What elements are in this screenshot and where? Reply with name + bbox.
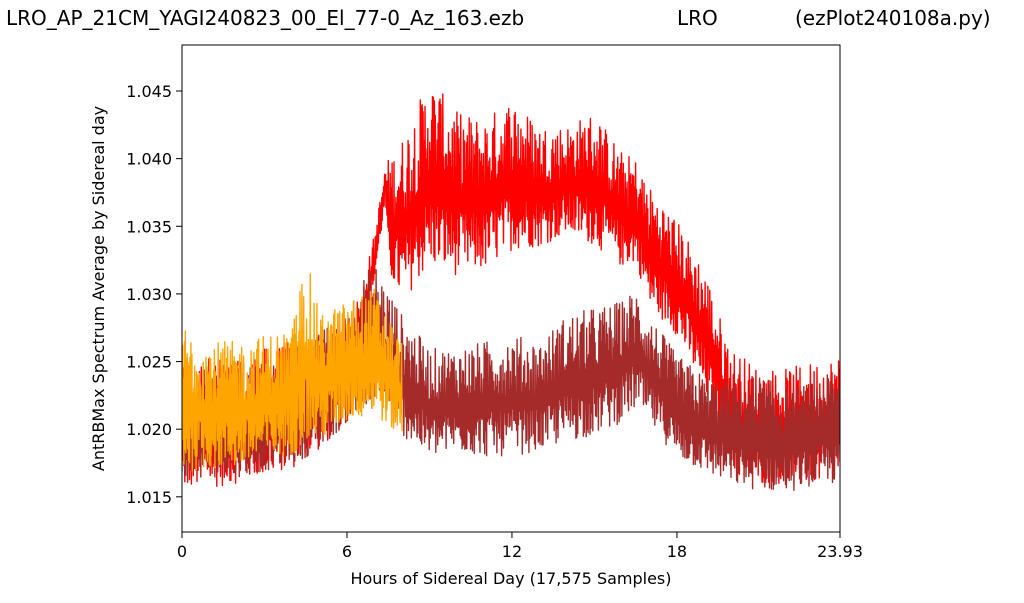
- x-tick-label: 18: [667, 542, 687, 561]
- plot-series-group: [182, 93, 840, 491]
- chart-title-script: (ezPlot240108a.py): [795, 6, 991, 30]
- series-line-2: [182, 273, 403, 472]
- y-tick-label: 1.015: [126, 488, 172, 507]
- x-tick-label: 6: [342, 542, 352, 561]
- x-tick-label: 23.93: [817, 542, 863, 561]
- y-tick-label: 1.035: [126, 217, 172, 236]
- x-tick-label: 0: [177, 542, 187, 561]
- y-tick-label: 1.040: [126, 150, 172, 169]
- y-tick-label: 1.030: [126, 285, 172, 304]
- y-tick-label: 1.020: [126, 420, 172, 439]
- y-tick-label: 1.025: [126, 353, 172, 372]
- chart-title-filename: LRO_AP_21CM_YAGI240823_00_El_77-0_Az_163…: [6, 6, 525, 30]
- y-axis-label: AntRBMax Spectrum Average by Sidereal da…: [89, 106, 108, 471]
- x-axis-label: Hours of Sidereal Day (17,575 Samples): [350, 569, 671, 588]
- x-tick-label: 12: [502, 542, 522, 561]
- chart-title-site: LRO: [677, 6, 718, 30]
- plot-frame: [181, 44, 841, 533]
- axes-group: 0 6 12 18 23.93 1.015 1.020 1.025 1.030 1.035 1.04…: [89, 44, 863, 588]
- y-tick-label: 1.045: [126, 82, 172, 101]
